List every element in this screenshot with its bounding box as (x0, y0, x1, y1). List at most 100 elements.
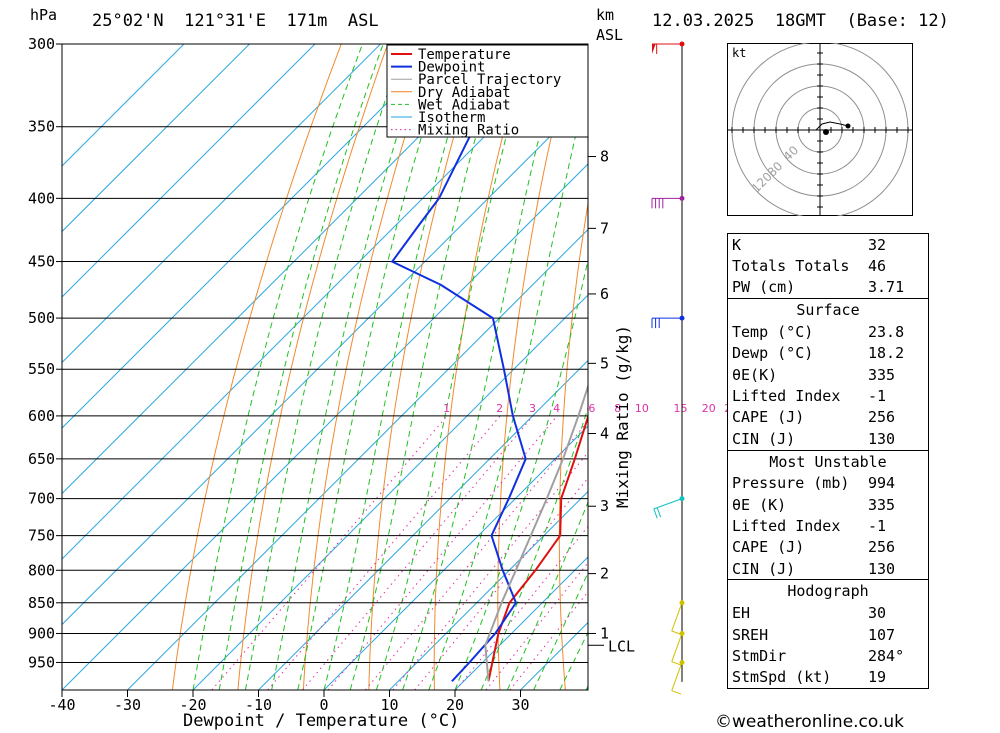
isotherm (126, 228, 588, 690)
mixing-ratio-line (485, 561, 588, 690)
legend-box (386, 44, 589, 138)
pressure-label: 550 (28, 360, 55, 378)
index-value: 335 (868, 365, 896, 384)
index-row: Pressure (mb) 994 (728, 473, 928, 494)
wet-adiabat (218, 44, 384, 690)
mixing-ratio-label: 1 (443, 402, 450, 415)
axis-labels: 1234681015202530035040045050055060065070… (28, 35, 738, 714)
index-row: EH 30 (728, 602, 928, 623)
index-label: CIN (J) (732, 429, 796, 448)
index-value: 256 (868, 538, 896, 557)
index-row: CAPE (J) 256 (728, 537, 928, 558)
index-label: Lifted Index (732, 387, 841, 406)
wind-feather (671, 690, 682, 695)
hodograph-point (845, 123, 851, 129)
km-label: 2 (600, 565, 609, 583)
legend-label: Dewpoint (418, 60, 485, 76)
index-value: 130 (868, 559, 896, 578)
index-value: 335 (868, 495, 896, 514)
dry-adiabat (433, 44, 528, 690)
index-value: 994 (868, 474, 896, 493)
index-label: θE(K) (732, 365, 778, 384)
profiles (390, 44, 588, 682)
mixing-ratio-label: 15 (673, 402, 687, 415)
pressure-label: 350 (28, 118, 55, 136)
index-row: CIN (J) 130 (728, 558, 928, 579)
temp-tick-label: 0 (319, 696, 328, 714)
isotherm (62, 44, 185, 167)
mixing-ratio-label: 2 (496, 402, 503, 415)
index-value: 256 (868, 408, 896, 427)
index-row: SREH 107 (728, 624, 928, 645)
legend-label: Parcel Trajectory (418, 72, 561, 88)
pressure-label: 700 (28, 490, 55, 508)
temp-tick-label: 10 (380, 696, 398, 714)
index-row: K 32 (728, 234, 928, 255)
isotherm (62, 44, 447, 429)
legend-label: Mixing Ratio (418, 123, 519, 139)
hodograph-unit: kt (732, 46, 747, 60)
wind-feather (656, 507, 662, 518)
index-label: Dewp (°C) (732, 344, 814, 363)
height-unit: km (596, 6, 615, 24)
index-value: 107 (868, 625, 896, 644)
index-value: 18.2 (868, 344, 905, 363)
dry-adiabat (990, 7, 1000, 716)
index-label: Temp (°C) (732, 322, 814, 341)
mixing-ratio-label: 3 (529, 402, 536, 415)
index-label: EH (732, 604, 751, 623)
isotherm (257, 359, 588, 690)
index-label: Pressure (mb) (732, 474, 850, 493)
wet-adiabat (428, 81, 588, 690)
pressure-label: 900 (28, 624, 55, 642)
km-label: 5 (600, 354, 609, 372)
index-label: StmSpd (kt) (732, 668, 832, 687)
pressure-label: 300 (28, 35, 55, 53)
x-axis-title: Dewpoint / Temperature (°C) (183, 711, 460, 731)
pressure-label: 750 (28, 527, 55, 545)
km-label: 4 (600, 425, 609, 443)
legend-label: Dry Adiabat (418, 85, 511, 101)
index-value: 32 (868, 235, 887, 254)
dry-adiabat (237, 44, 389, 690)
legend-label: Isotherm (418, 110, 485, 126)
index-row: θE (K) 335 (728, 494, 928, 515)
index-row: θE(K) 335 (728, 364, 928, 385)
mixing-ratio-line (302, 415, 534, 690)
index-row: Totals Totals 46 (728, 255, 928, 276)
hodograph-storm-motion (823, 129, 829, 135)
index-row: Dewp (°C) 18.2 (728, 343, 928, 364)
mixing-ratio-line (414, 477, 588, 690)
km-label: 8 (600, 148, 609, 166)
pressure-label: 650 (28, 450, 55, 468)
pressure-label: 800 (28, 561, 55, 579)
index-row: StmSpd (kt) 19 (728, 667, 928, 688)
dry-adiabat (171, 44, 342, 690)
pressure-label: 600 (28, 407, 55, 425)
dry-adiabat (368, 44, 482, 690)
wind-feather (653, 508, 658, 519)
index-row: Lifted Index -1 (728, 515, 928, 536)
wet-adiabat (402, 44, 564, 690)
wind-pennant (652, 44, 656, 54)
temp-tick-label: -40 (48, 696, 75, 714)
lcl-label: LCL (608, 637, 635, 655)
temp-tick-label: 30 (511, 696, 529, 714)
temp-tick-label: 20 (446, 696, 464, 714)
wind-column (651, 41, 685, 695)
isotherm (192, 294, 588, 690)
pressure-label: 450 (28, 253, 55, 271)
legend-label: Wet Adiabat (418, 97, 511, 113)
dry-adiabat (677, 7, 720, 716)
series-parcel-trajectory (484, 383, 588, 682)
datetime-title: 12.03.2025 18GMT (Base: 12) (652, 11, 949, 31)
wet-adiabat (192, 44, 364, 690)
km-label: 1 (600, 624, 609, 642)
temp-tick-label: -20 (179, 696, 206, 714)
mixing-ratio-axis-title: Mixing Ratio (g/kg) (613, 324, 632, 508)
isotherm (62, 44, 382, 364)
isotherm (388, 490, 588, 690)
plot-frame (61, 43, 589, 691)
